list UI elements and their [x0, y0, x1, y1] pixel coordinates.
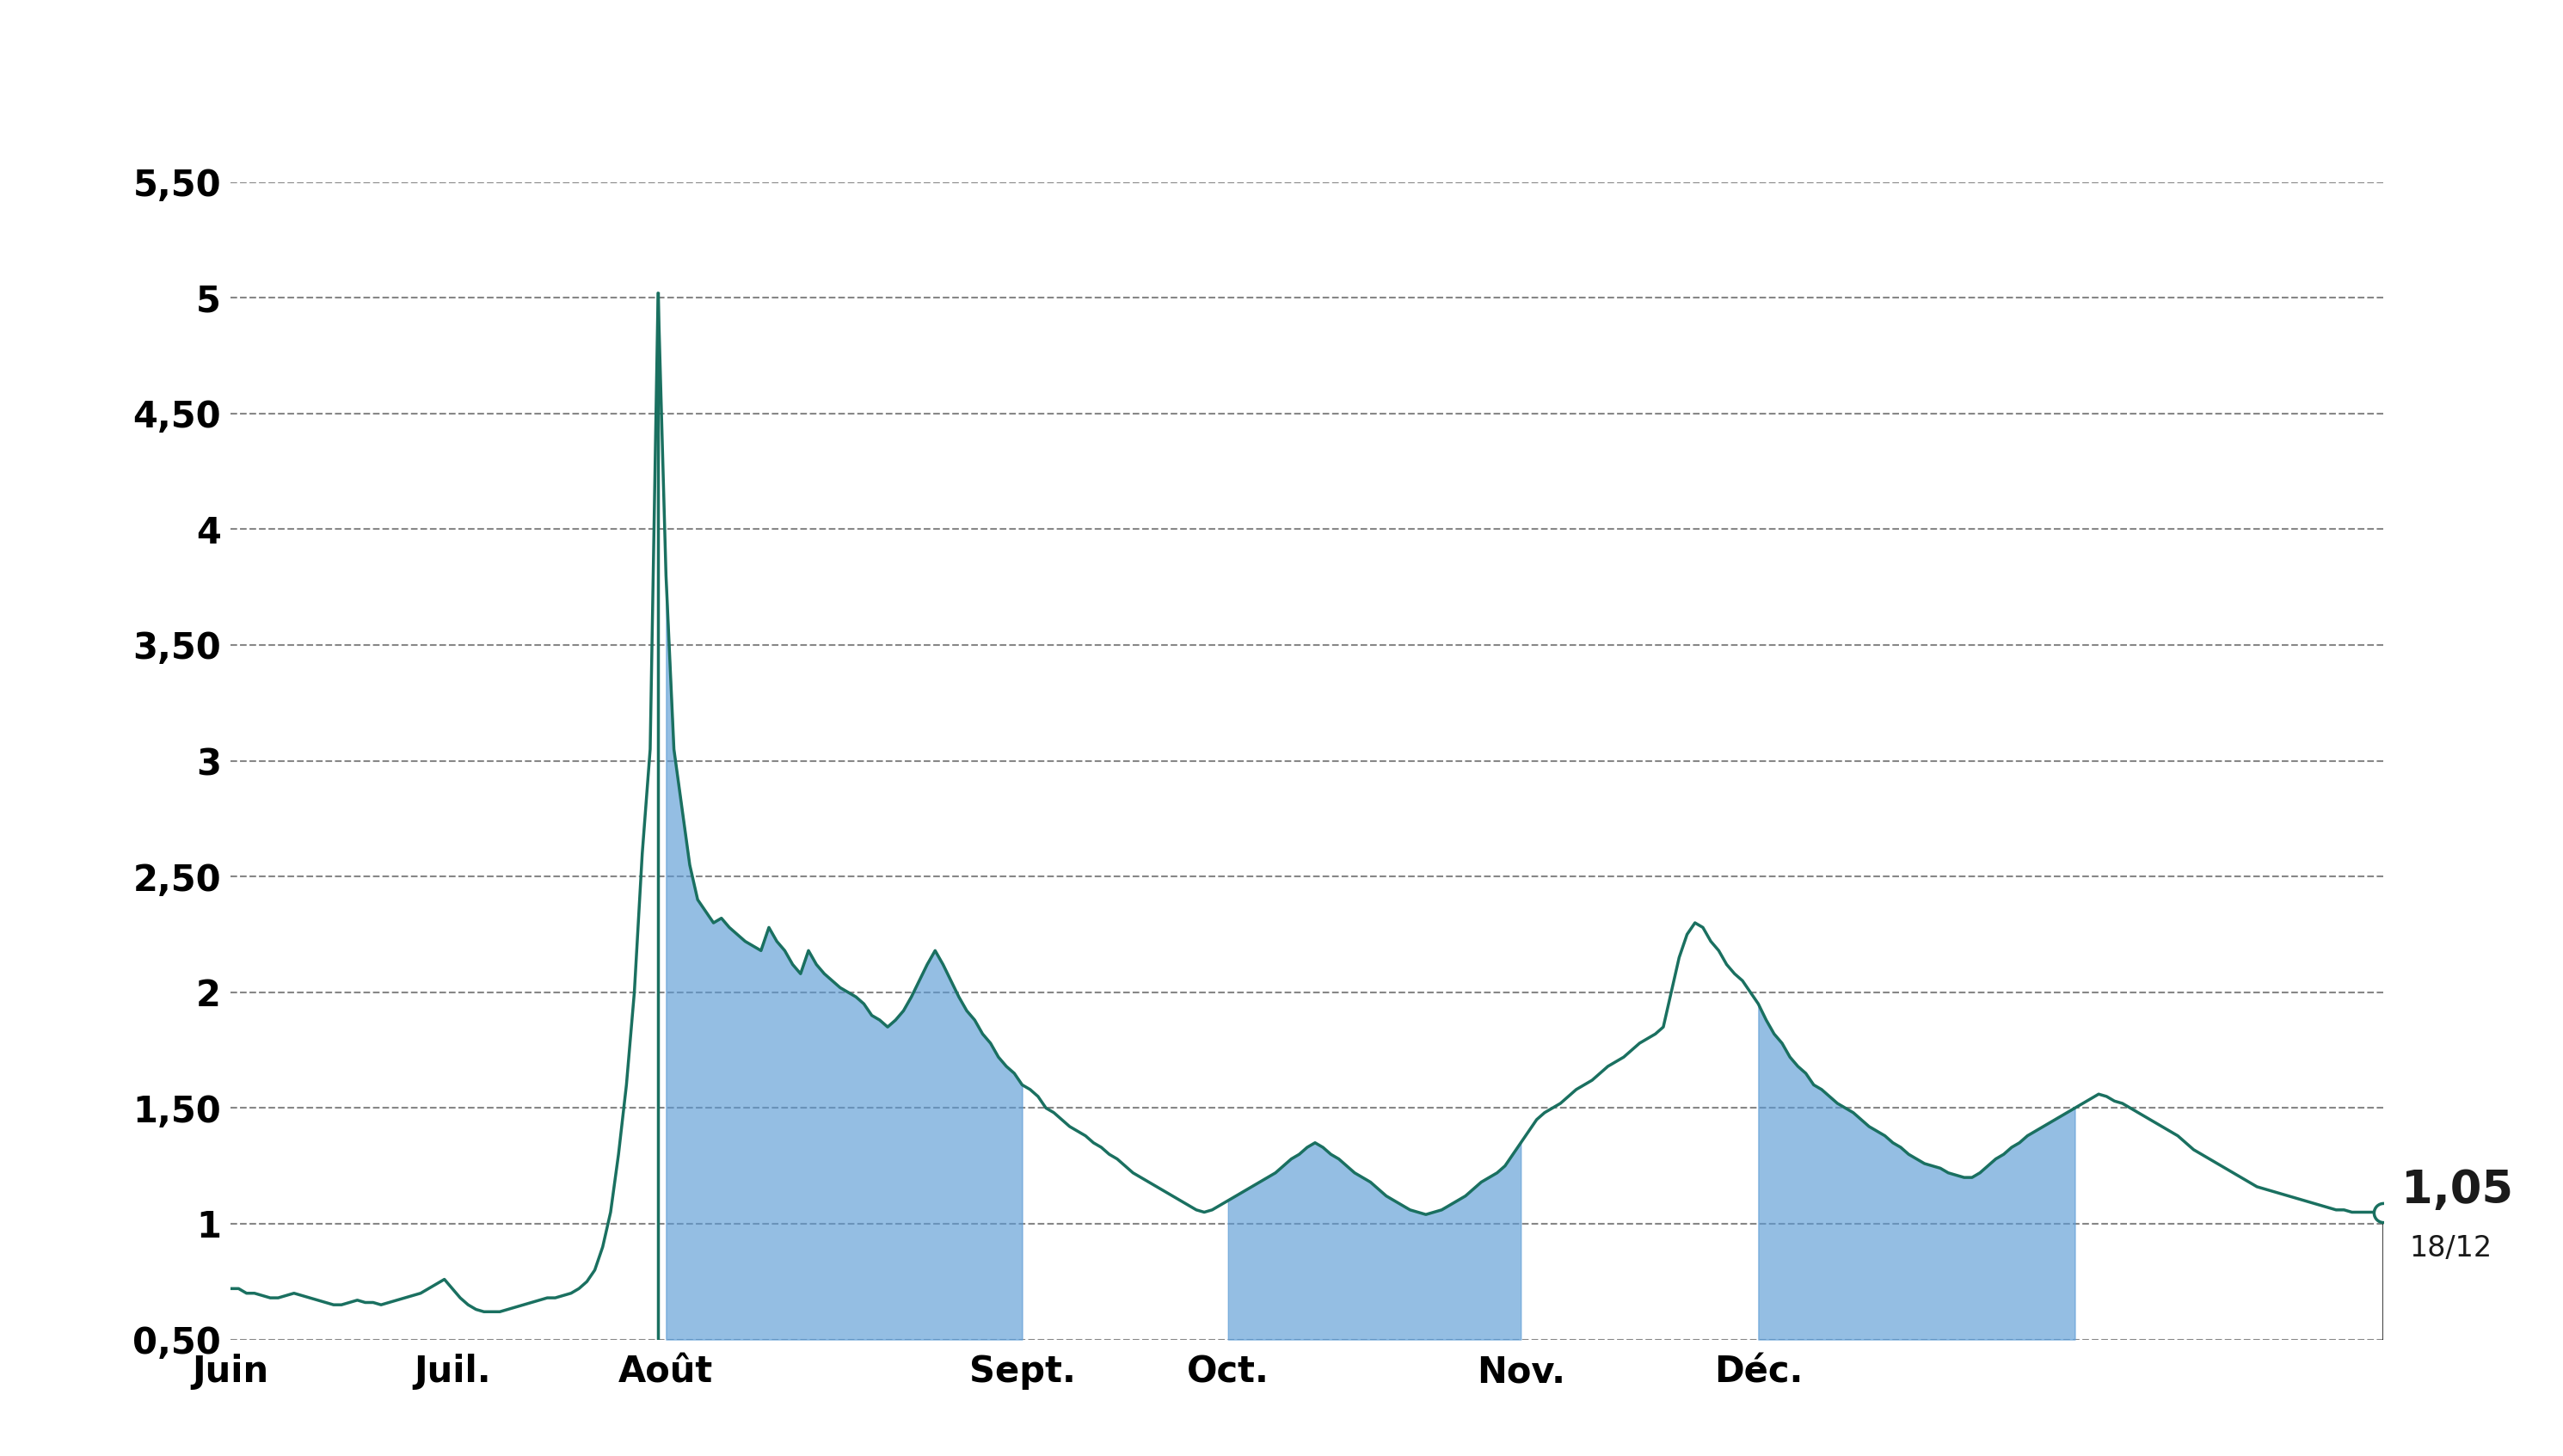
Text: 18/12: 18/12: [2409, 1235, 2491, 1262]
Text: MIRA Pharmaceuticals, Inc.: MIRA Pharmaceuticals, Inc.: [766, 51, 1797, 116]
Text: 1,05: 1,05: [2402, 1168, 2514, 1213]
